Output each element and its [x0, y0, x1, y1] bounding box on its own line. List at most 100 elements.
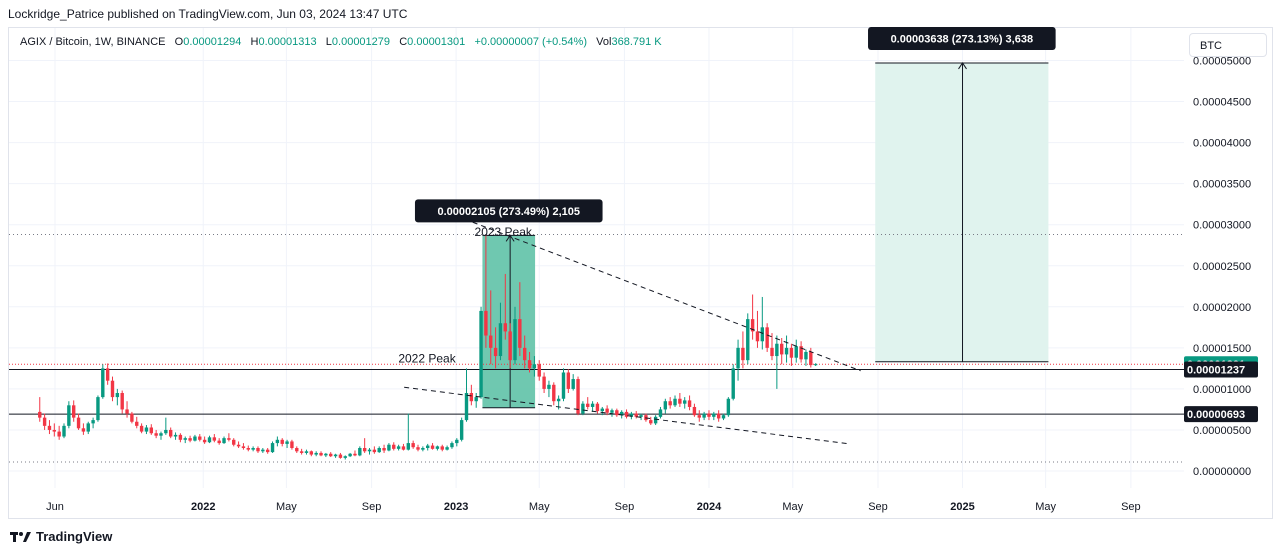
- candle-body: [338, 454, 343, 458]
- candle-body: [600, 408, 604, 412]
- candle-body: [416, 447, 420, 450]
- candle-body: [440, 446, 444, 450]
- candle-body: [76, 417, 81, 429]
- candle-body: [489, 335, 493, 348]
- candle-body: [139, 425, 144, 432]
- x-tick-label: Sep: [1121, 501, 1141, 513]
- candle-body: [731, 368, 735, 399]
- candle-body: [47, 425, 52, 430]
- candle-body: [367, 449, 372, 452]
- y-tick-label: 0.00000000: [1193, 466, 1251, 478]
- candle-body: [110, 380, 115, 398]
- candle-body: [712, 413, 716, 417]
- candle-body: [396, 446, 401, 449]
- candle-body: [72, 405, 76, 418]
- candle-body: [222, 438, 226, 444]
- measurement-label-box: [868, 26, 1056, 50]
- candle-body: [135, 421, 139, 426]
- measurement-label: 0.00003638 (273.13%) 3,638: [891, 33, 1034, 45]
- candle-body: [479, 310, 483, 398]
- candle-body: [290, 441, 294, 449]
- chart-frame: [8, 27, 1273, 519]
- candle-body: [610, 410, 614, 413]
- candle-body: [576, 379, 580, 414]
- candle-body: [246, 448, 250, 450]
- candle-body: [285, 441, 289, 444]
- candle-body: [765, 327, 769, 348]
- candle-body: [721, 415, 726, 419]
- price-tag: 0.00001237: [1187, 364, 1245, 376]
- x-tick-label: Sep: [362, 501, 382, 513]
- tradingview-logo-icon[interactable]: [10, 531, 32, 543]
- currency-button[interactable]: BTC: [1189, 33, 1267, 57]
- candle-body: [183, 438, 187, 440]
- candle-body: [430, 445, 435, 449]
- candle-body: [469, 393, 474, 402]
- candle-body: [57, 431, 61, 437]
- candle-body: [692, 406, 697, 416]
- candle-body: [552, 384, 556, 402]
- tradingview-brand[interactable]: TradingView: [36, 529, 113, 544]
- candle-body: [619, 411, 624, 416]
- measurement-label: 0.00002105 (273.49%) 2,105: [438, 206, 581, 218]
- candle-body: [324, 453, 328, 456]
- candle-body: [590, 403, 595, 407]
- candle-body: [741, 347, 745, 361]
- open-value: 0.00001294: [183, 36, 242, 48]
- candle-body: [571, 379, 575, 389]
- candle-body: [750, 319, 755, 332]
- candle-body: [426, 445, 430, 449]
- measurement-zone: [875, 62, 1049, 362]
- symbol-name[interactable]: AGIX / Bitcoin, 1W, BINANCE: [20, 36, 166, 48]
- candle-body: [736, 347, 740, 369]
- candle-body: [173, 434, 178, 437]
- candle-body: [188, 438, 192, 441]
- change-value: +0.00000007 (+0.54%): [474, 36, 587, 48]
- candle-body: [445, 447, 449, 450]
- candle-body: [193, 436, 197, 441]
- y-tick-label: 0.00005000: [1193, 56, 1251, 68]
- candle-body: [275, 439, 280, 444]
- candle-body: [673, 398, 677, 406]
- candle-body: [125, 409, 129, 414]
- candle-body: [663, 401, 668, 410]
- candle-body: [120, 393, 124, 410]
- candle-body: [794, 346, 798, 358]
- x-tick-label: May: [782, 501, 803, 513]
- candle-body: [804, 351, 808, 360]
- candle-body: [232, 439, 236, 445]
- close-value: 0.00001301: [407, 36, 466, 48]
- candle-body: [615, 410, 619, 416]
- candle-body: [789, 347, 794, 358]
- candle-body: [421, 448, 425, 450]
- candle-body: [382, 448, 386, 451]
- candle-body: [459, 420, 464, 440]
- candle-body: [154, 433, 158, 436]
- candle-body: [809, 351, 813, 366]
- candle-body: [493, 347, 498, 357]
- candle-body: [217, 440, 221, 444]
- x-tick-label: Jun: [46, 501, 64, 513]
- candle-body: [498, 323, 503, 357]
- candle-body: [605, 408, 609, 413]
- candle-body: [755, 331, 760, 342]
- candle-body: [42, 417, 47, 426]
- x-tick-label: May: [1035, 501, 1056, 513]
- candle-body: [38, 411, 42, 418]
- candle-body: [474, 397, 478, 402]
- x-tick-label: Sep: [868, 501, 888, 513]
- candle-body: [813, 364, 818, 366]
- candle-body: [130, 413, 134, 422]
- x-tick-label: 2022: [191, 501, 215, 513]
- low-label: L: [325, 36, 332, 48]
- candle-body: [377, 448, 381, 453]
- candle-body: [198, 436, 202, 440]
- candle-body: [52, 429, 57, 432]
- candle-body: [251, 448, 255, 450]
- candle-body: [81, 428, 86, 432]
- measurement-arrow-head: [505, 234, 515, 242]
- candle-body: [319, 452, 323, 456]
- candle-body: [634, 413, 638, 417]
- x-tick-label: 2025: [950, 501, 974, 513]
